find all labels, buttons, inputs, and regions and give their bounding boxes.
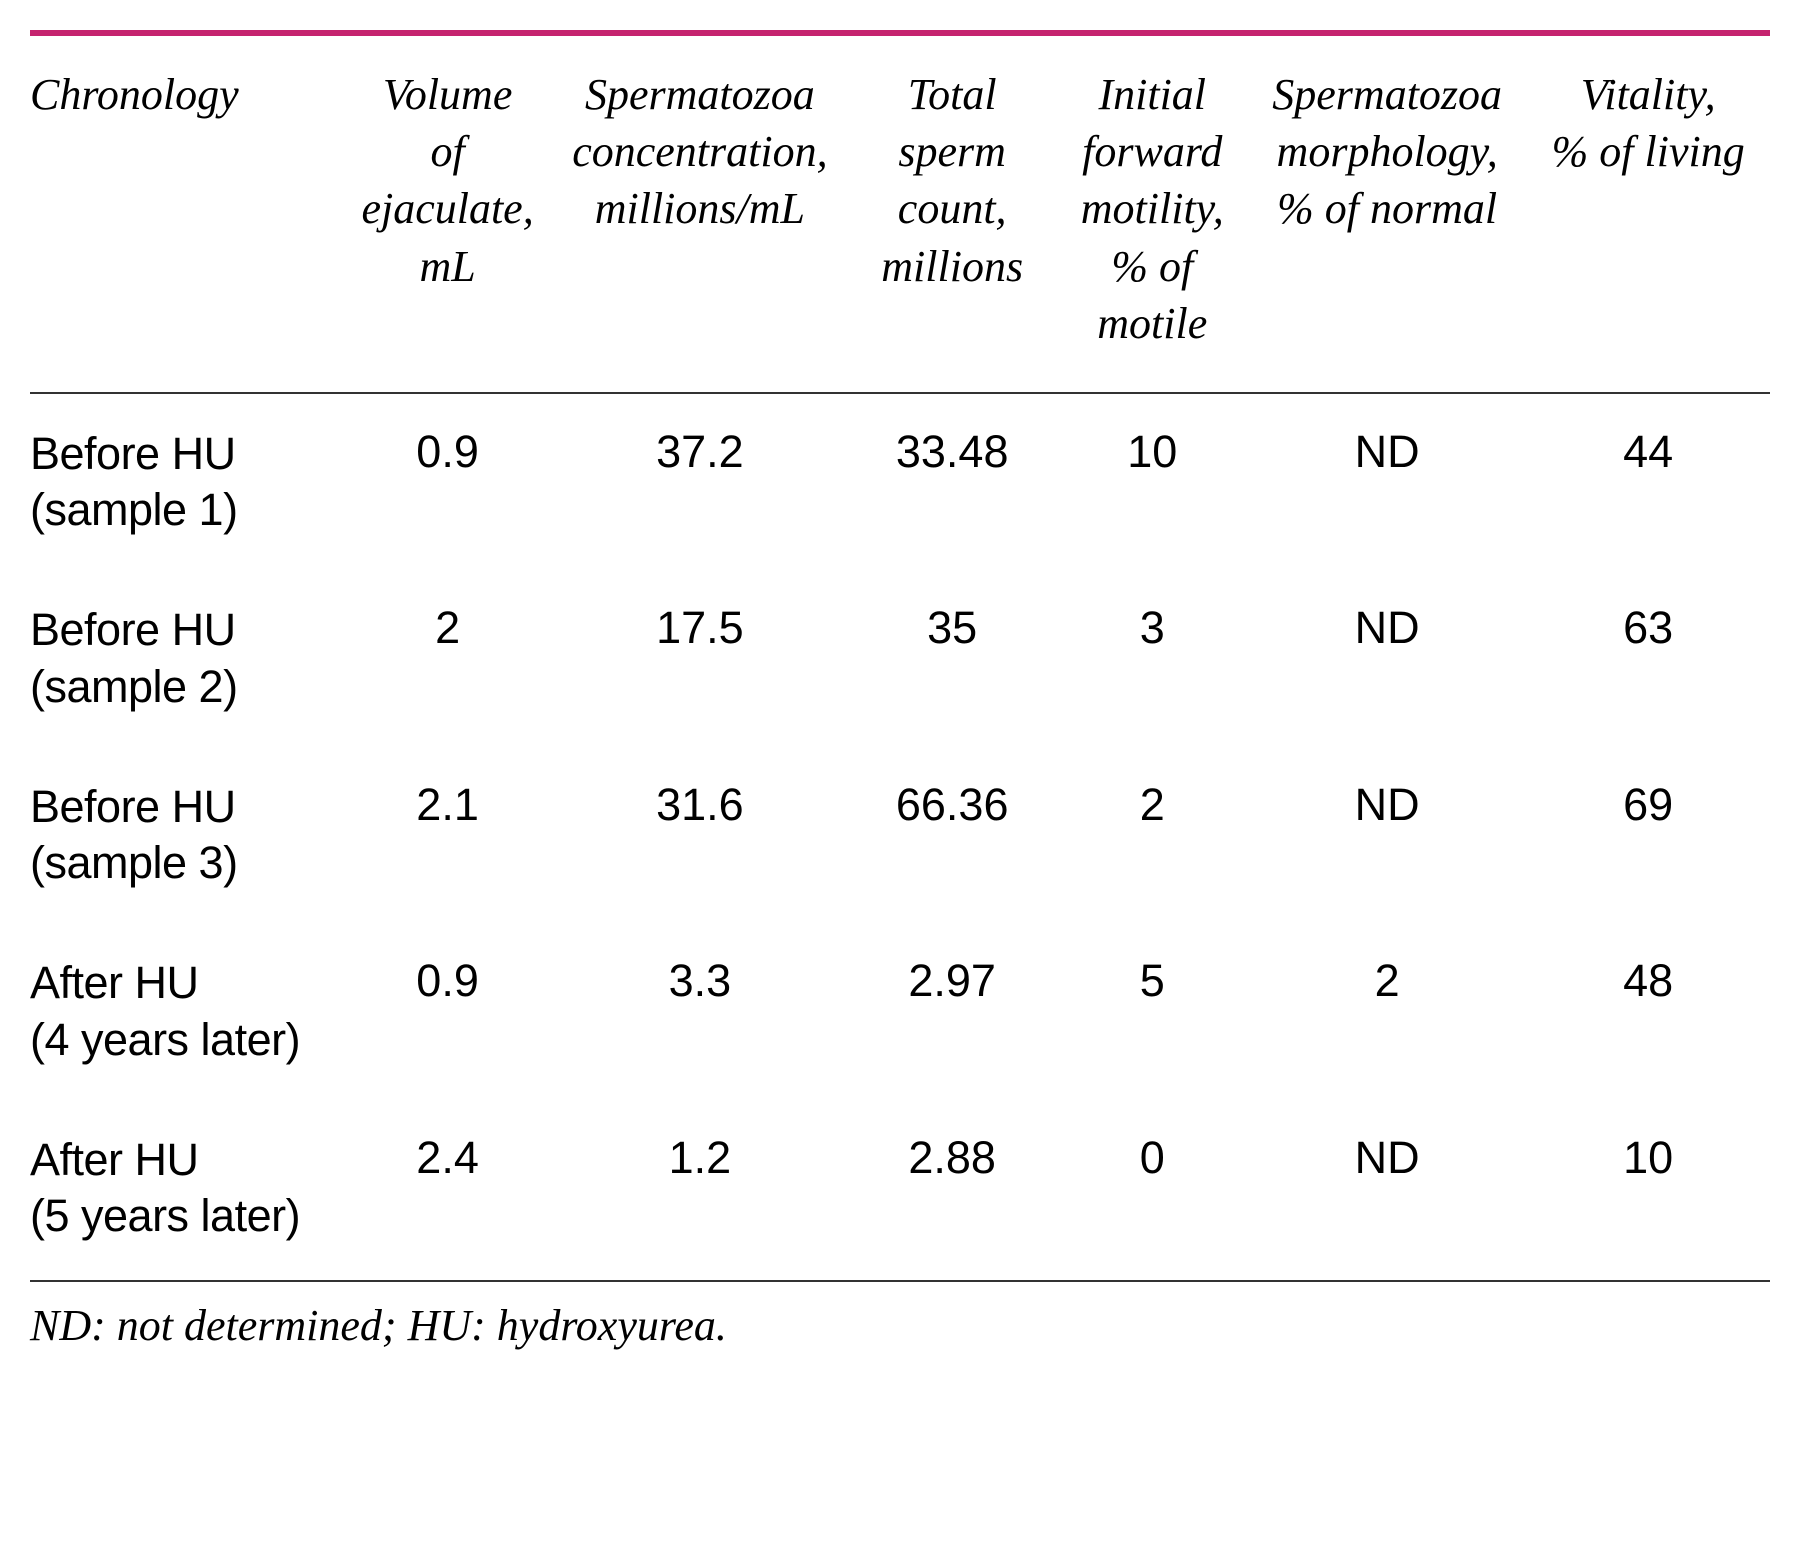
header-motility: Initialforwardmotility,% ofmotile	[1057, 36, 1248, 393]
cell-morphology: ND	[1248, 1100, 1526, 1281]
chronology-line1: After HU	[30, 957, 199, 1008]
chronology-line2: (4 years later)	[30, 1014, 300, 1065]
table-footnote: ND: not determined; HU: hydroxyurea.	[30, 1300, 1770, 1351]
chronology-line2: (sample 3)	[30, 837, 238, 888]
cell-morphology: ND	[1248, 747, 1526, 924]
header-morphology: Spermatozoamorphology,% of normal	[1248, 36, 1526, 393]
cell-chronology: Before HU (sample 2)	[30, 570, 343, 747]
cell-concentration: 1.2	[552, 1100, 848, 1281]
cell-total: 2.88	[848, 1100, 1057, 1281]
cell-total: 2.97	[848, 923, 1057, 1100]
cell-concentration: 31.6	[552, 747, 848, 924]
chronology-line1: Before HU	[30, 781, 236, 832]
data-table-container: Chronology Volumeofejaculate,mL Spermato…	[30, 30, 1770, 1351]
cell-vitality: 63	[1526, 570, 1770, 747]
cell-motility: 3	[1057, 570, 1248, 747]
cell-motility: 2	[1057, 747, 1248, 924]
cell-vitality: 69	[1526, 747, 1770, 924]
cell-total: 66.36	[848, 747, 1057, 924]
cell-concentration: 17.5	[552, 570, 848, 747]
table-row: After HU (5 years later) 2.4 1.2 2.88 0 …	[30, 1100, 1770, 1281]
cell-chronology: After HU (4 years later)	[30, 923, 343, 1100]
header-concentration: Spermatozoaconcentration,millions/mL	[552, 36, 848, 393]
table-row: Before HU (sample 3) 2.1 31.6 66.36 2 ND…	[30, 747, 1770, 924]
cell-total: 33.48	[848, 393, 1057, 571]
chronology-line1: Before HU	[30, 604, 236, 655]
table-row: Before HU (sample 1) 0.9 37.2 33.48 10 N…	[30, 393, 1770, 571]
chronology-line2: (sample 1)	[30, 484, 238, 535]
table-row: Before HU (sample 2) 2 17.5 35 3 ND 63	[30, 570, 1770, 747]
table-header: Chronology Volumeofejaculate,mL Spermato…	[30, 36, 1770, 393]
header-vitality: Vitality,% of living	[1526, 36, 1770, 393]
cell-morphology: ND	[1248, 570, 1526, 747]
cell-morphology: ND	[1248, 393, 1526, 571]
cell-concentration: 3.3	[552, 923, 848, 1100]
header-volume: Volumeofejaculate,mL	[343, 36, 552, 393]
cell-morphology: 2	[1248, 923, 1526, 1100]
chronology-line2: (5 years later)	[30, 1190, 300, 1241]
cell-motility: 5	[1057, 923, 1248, 1100]
cell-volume: 2.4	[343, 1100, 552, 1281]
cell-total: 35	[848, 570, 1057, 747]
cell-chronology: Before HU (sample 3)	[30, 747, 343, 924]
chronology-line2: (sample 2)	[30, 661, 238, 712]
cell-chronology: After HU (5 years later)	[30, 1100, 343, 1281]
cell-chronology: Before HU (sample 1)	[30, 393, 343, 571]
cell-volume: 2.1	[343, 747, 552, 924]
cell-volume: 0.9	[343, 393, 552, 571]
cell-volume: 0.9	[343, 923, 552, 1100]
cell-concentration: 37.2	[552, 393, 848, 571]
cell-vitality: 44	[1526, 393, 1770, 571]
chronology-line1: After HU	[30, 1134, 199, 1185]
cell-vitality: 10	[1526, 1100, 1770, 1281]
table-row: After HU (4 years later) 0.9 3.3 2.97 5 …	[30, 923, 1770, 1100]
table-body: Before HU (sample 1) 0.9 37.2 33.48 10 N…	[30, 393, 1770, 1281]
cell-motility: 0	[1057, 1100, 1248, 1281]
cell-volume: 2	[343, 570, 552, 747]
footnote-container: ND: not determined; HU: hydroxyurea.	[30, 1280, 1770, 1351]
header-total: Totalspermcount,millions	[848, 36, 1057, 393]
header-chronology: Chronology	[30, 36, 343, 393]
chronology-line1: Before HU	[30, 428, 236, 479]
cell-motility: 10	[1057, 393, 1248, 571]
header-row: Chronology Volumeofejaculate,mL Spermato…	[30, 36, 1770, 393]
cell-vitality: 48	[1526, 923, 1770, 1100]
data-table: Chronology Volumeofejaculate,mL Spermato…	[30, 36, 1770, 1280]
